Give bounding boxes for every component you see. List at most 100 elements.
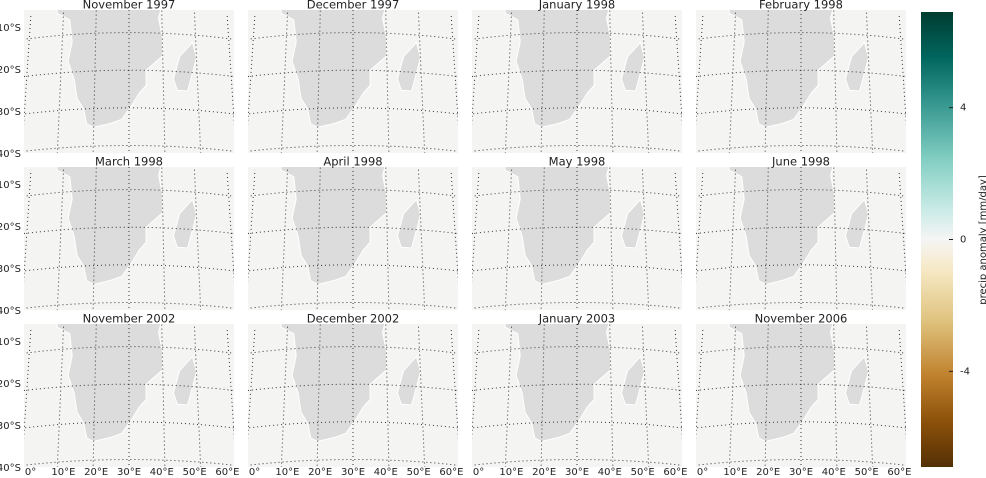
land [728, 324, 836, 442]
panel-title: January 2003 [538, 312, 616, 326]
land [172, 41, 198, 92]
lat-label: 40°S [0, 463, 21, 474]
map-body [472, 324, 682, 467]
panel-title: November 2006 [755, 312, 848, 326]
map-panel [472, 324, 682, 467]
lon-label: 20°E [532, 467, 556, 478]
map-panel [472, 167, 682, 310]
lon-label: 40°E [598, 467, 622, 478]
lon-label: 50°E [407, 467, 431, 478]
map-panel [472, 10, 682, 153]
lat-label: 30°S [0, 421, 21, 432]
land [172, 355, 198, 406]
parallel [24, 383, 234, 392]
map-panel [696, 167, 906, 310]
panel-title: April 1998 [323, 155, 382, 169]
land [620, 41, 646, 92]
colorbar-tick-label: 0 [960, 235, 966, 246]
lat-label: 40°S [0, 149, 21, 160]
land [56, 167, 164, 285]
lon-label: 20°E [308, 467, 332, 478]
lon-label: 30°E [117, 467, 141, 478]
land [396, 355, 422, 406]
map-body [696, 167, 906, 310]
parallel [248, 69, 458, 78]
colorbar-tick-label: 4 [960, 103, 966, 114]
map-body [696, 10, 906, 153]
map-panel [24, 10, 234, 153]
lon-label: 60°E [215, 467, 239, 478]
map-panel [248, 324, 458, 467]
lon-label: 10°E [51, 467, 75, 478]
map-body [696, 324, 906, 467]
land [728, 167, 836, 285]
lon-label: 30°E [565, 467, 589, 478]
map-body [472, 10, 682, 153]
map-panel [24, 167, 234, 310]
lon-label: 50°E [855, 467, 879, 478]
lon-label: 20°E [84, 467, 108, 478]
land [504, 10, 612, 128]
parallel [24, 226, 234, 235]
lat-label: 20°S [0, 65, 21, 76]
panel-title: January 1998 [538, 0, 616, 12]
lon-label: 60°E [887, 467, 911, 478]
map-panel [248, 167, 458, 310]
parallel [248, 383, 458, 392]
map-body [248, 324, 458, 467]
map-panel [248, 10, 458, 153]
land [56, 10, 164, 128]
lat-label: 30°S [0, 264, 21, 275]
lon-label: 40°E [374, 467, 398, 478]
colorbar-label: precip anomaly [mm/day] [978, 175, 986, 305]
map-body [472, 167, 682, 310]
lon-label: 10°E [275, 467, 299, 478]
lon-label: 10°E [499, 467, 523, 478]
parallel [696, 69, 906, 78]
land [844, 198, 870, 249]
land [844, 355, 870, 406]
parallel [696, 383, 906, 392]
colorbar [921, 12, 953, 467]
map-panel [24, 324, 234, 467]
lat-label: 10°S [0, 180, 21, 191]
lon-label: 50°E [183, 467, 207, 478]
parallel [472, 226, 682, 235]
lon-label: 40°E [150, 467, 174, 478]
parallel [472, 383, 682, 392]
lon-label: 0° [473, 467, 484, 478]
parallel [24, 69, 234, 78]
land [280, 324, 388, 442]
map-body [248, 10, 458, 153]
land [620, 198, 646, 249]
land [396, 41, 422, 92]
parallel [472, 69, 682, 78]
map-panel [696, 10, 906, 153]
lon-label: 10°E [723, 467, 747, 478]
land [504, 167, 612, 285]
lon-label: 0° [25, 467, 36, 478]
land [280, 167, 388, 285]
parallel [696, 226, 906, 235]
lat-label: 20°S [0, 222, 21, 233]
panel-title: May 1998 [549, 155, 606, 169]
panel-title: March 1998 [95, 155, 163, 169]
lon-label: 40°E [822, 467, 846, 478]
panel-title: December 2002 [307, 312, 400, 326]
panel-title: December 1997 [307, 0, 400, 12]
panel-title: November 2002 [83, 312, 176, 326]
map-body [24, 10, 234, 153]
lon-label: 0° [697, 467, 708, 478]
map-body [24, 167, 234, 310]
lon-label: 0° [249, 467, 260, 478]
lon-label: 30°E [789, 467, 813, 478]
land [504, 324, 612, 442]
panel-title: June 1998 [771, 155, 830, 169]
lat-label: 10°S [0, 23, 21, 34]
land [844, 41, 870, 92]
panel-title: February 1998 [759, 0, 843, 12]
lon-label: 30°E [341, 467, 365, 478]
land [172, 198, 198, 249]
panel-title: November 1997 [83, 0, 176, 12]
